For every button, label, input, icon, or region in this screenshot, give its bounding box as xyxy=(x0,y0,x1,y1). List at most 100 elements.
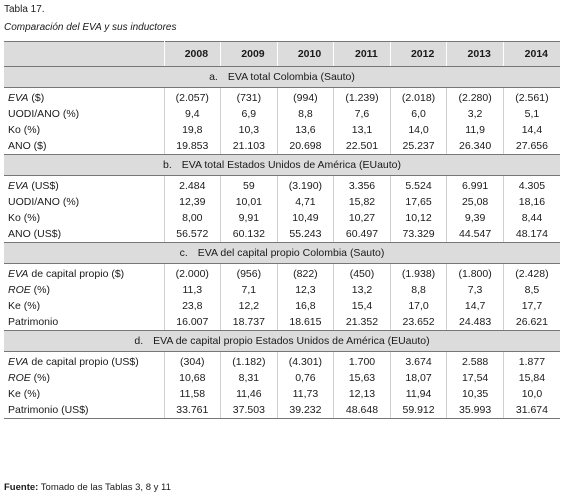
value-cell: 9,91 xyxy=(220,210,278,226)
value-cell: 16,8 xyxy=(277,298,335,314)
table-row: UODI/ANO (%) 9,4 6,9 8,8 7,6 6,0 3,2 5,1 xyxy=(4,106,560,122)
row-label-text: ANO (US$) xyxy=(8,228,62,240)
table-row: EVA de capital propio (US$) (304) (1.182)(… xyxy=(4,351,560,370)
section-header-row: b. EVA total Estados Unidos de América (E… xyxy=(4,154,560,176)
value-cell: 37.503 xyxy=(220,402,278,419)
row-label-text: (US$) xyxy=(28,180,59,192)
value-cell: 16.007 xyxy=(164,314,222,331)
value-cell: 15,84 xyxy=(518,372,546,384)
section-title: EVA total Colombia (Sauto) xyxy=(227,71,355,83)
value-cell: 12,13 xyxy=(333,386,391,402)
value-cell: 17,54 xyxy=(446,370,504,386)
table-row: EVA ($) (2.057) (731) (994) (1.239) (2.018) (2… xyxy=(4,87,560,106)
value-cell: 3.356 xyxy=(333,175,391,194)
row-label-text: Patrimonio xyxy=(8,316,59,328)
value-cell: 73.329 xyxy=(390,226,448,243)
table-row: Ke (%) 11,58 11,46 11,73 12,13 11,94 10,35 10,0 xyxy=(4,386,560,402)
row-label-text: ($) xyxy=(28,92,45,104)
value-cell: (1.239) xyxy=(333,87,391,106)
value-cell: 13,6 xyxy=(277,122,335,138)
row-label-text: UODI/ANO (%) xyxy=(8,108,80,120)
value-cell: 19,8 xyxy=(164,122,222,138)
value-cell: 8,44 xyxy=(521,212,543,224)
value-cell: 18.615 xyxy=(277,314,335,331)
value-cell: 10,0 xyxy=(521,388,543,400)
row-label-italic: ROE xyxy=(8,284,31,296)
row-label-italic: EVA xyxy=(8,180,29,192)
source-label: Fuente: xyxy=(4,482,39,493)
row-label-italic: EVA xyxy=(8,92,29,104)
row-label-text: Ko (%) xyxy=(8,124,41,136)
value-cell: 11,46 xyxy=(220,386,278,402)
value-cell: (2.428) xyxy=(515,268,549,280)
value-cell: 23.652 xyxy=(390,314,448,331)
value-cell: (731) xyxy=(220,87,278,106)
row-label: ROE (%) xyxy=(4,370,165,386)
value-cell: (2.561) xyxy=(515,92,549,104)
source-note: Fuente: Tomado de las Tablas 3, 8 y 11 xyxy=(4,482,171,493)
section-letter: b. xyxy=(162,159,172,171)
value-cell: 23,8 xyxy=(164,298,222,314)
value-cell: 25,08 xyxy=(446,194,504,210)
value-cell: 15,82 xyxy=(333,194,391,210)
value-cell: 18.737 xyxy=(220,314,278,331)
value-cell: 3.674 xyxy=(390,351,448,370)
section-heading: b. EVA total Estados Unidos de América (E… xyxy=(4,154,560,176)
year-header-row: 2008 2009 2010 2011 2012 2013 2014 xyxy=(4,41,560,67)
value-cell: (2.018) xyxy=(390,87,448,106)
row-label-text: Ke (%) xyxy=(8,388,41,400)
value-cell: 20.698 xyxy=(277,138,335,155)
value-cell: 8,5 xyxy=(524,284,540,296)
year-header: 2011 xyxy=(333,41,391,67)
value-cell: (4.301) xyxy=(277,351,335,370)
value-cell: 1.877 xyxy=(518,356,546,368)
value-cell: (956) xyxy=(220,263,278,282)
value-cell: 19.853 xyxy=(164,138,222,155)
value-cell: 10,27 xyxy=(333,210,391,226)
year-header: 2010 xyxy=(276,41,334,67)
value-cell: 13,2 xyxy=(333,282,391,298)
value-cell: 4.305 xyxy=(518,180,546,192)
value-cell: (1.938) xyxy=(390,263,448,282)
value-cell: 26.340 xyxy=(446,138,504,155)
value-cell: 11,3 xyxy=(164,282,222,298)
value-cell: 18,16 xyxy=(518,196,546,208)
section-header-row: d. EVA de capital propio Estados Unidos d… xyxy=(4,330,560,352)
table-row: ROE (%) 11,3 7,1 12,3 13,2 8,8 7,3 8,5 xyxy=(4,282,560,298)
value-cell: 10,12 xyxy=(390,210,448,226)
row-label: Patrimonio xyxy=(4,314,165,331)
value-cell: (1.800) xyxy=(446,263,504,282)
value-cell: 8,00 xyxy=(164,210,222,226)
value-cell: 12,3 xyxy=(277,282,335,298)
value-cell: 22.501 xyxy=(333,138,391,155)
row-label-text: ANO ($) xyxy=(8,140,47,152)
year-header: 2014 xyxy=(502,41,560,67)
value-cell: 12,39 xyxy=(164,194,222,210)
value-cell: 60.497 xyxy=(333,226,391,243)
value-cell: 10,3 xyxy=(220,122,278,138)
value-cell: (450) xyxy=(333,263,391,282)
table-body: a. EVA total Colombia (Sauto) EVA ($) (2.05… xyxy=(4,66,560,419)
value-cell: 17,7 xyxy=(521,300,543,312)
value-cell: 11,58 xyxy=(164,386,222,402)
row-label-text: Ko (%) xyxy=(8,212,41,224)
row-label: ANO ($) xyxy=(4,138,165,155)
table-row: EVA (US$) 2.484 59 (3.190) 3.356 5.524 6.991 4.… xyxy=(4,175,560,194)
section-letter: a. xyxy=(209,71,218,83)
row-label-italic: ROE xyxy=(8,372,31,384)
value-cell: 11,73 xyxy=(277,386,335,402)
value-cell: 15,4 xyxy=(333,298,391,314)
table-subtitle: Comparación del EVA y sus inductores xyxy=(4,22,177,33)
section-title: EVA total Estados Unidos de América (EUa… xyxy=(181,159,401,171)
eva-comparison-table: 2008 2009 2010 2011 2012 2013 2014 a. EVA… xyxy=(4,41,560,419)
value-cell: 48.648 xyxy=(333,402,391,419)
table-title: Tabla 17. xyxy=(4,4,45,15)
value-cell: 2.588 xyxy=(446,351,504,370)
value-cell: 55.243 xyxy=(277,226,335,243)
section-header-row: a. EVA total Colombia (Sauto) xyxy=(4,66,560,88)
row-label: ROE (%) xyxy=(4,282,165,298)
value-cell: 44.547 xyxy=(446,226,504,243)
year-header: 2012 xyxy=(389,41,447,67)
value-cell: 24.483 xyxy=(446,314,504,331)
row-label: EVA (US$) xyxy=(4,175,165,194)
